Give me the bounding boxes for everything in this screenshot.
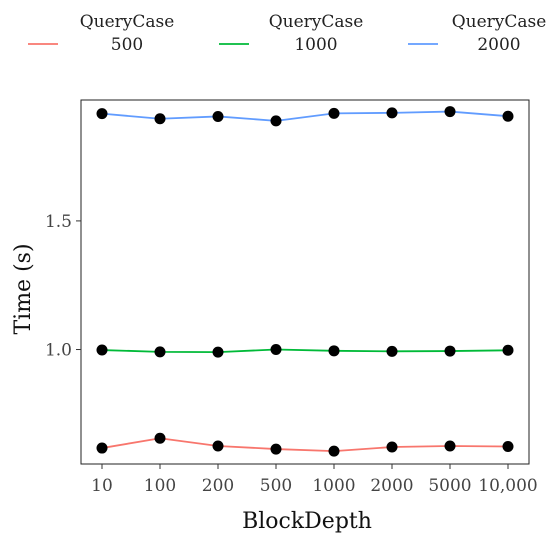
data-point bbox=[386, 107, 398, 119]
data-point bbox=[154, 432, 166, 444]
data-point bbox=[270, 115, 282, 127]
legend-title: QueryCase bbox=[269, 12, 364, 32]
panel-border bbox=[80, 99, 530, 465]
x-tick-label: 2000 bbox=[370, 476, 413, 496]
legend-title: QueryCase bbox=[452, 12, 547, 32]
x-tick-label: 5000 bbox=[428, 476, 471, 496]
series-line-1000 bbox=[101, 348, 509, 353]
data-point bbox=[212, 440, 224, 452]
data-point bbox=[96, 442, 108, 454]
data-point bbox=[502, 344, 514, 356]
data-point bbox=[154, 346, 166, 358]
data-point bbox=[502, 110, 514, 122]
legend-label: 1000 bbox=[294, 35, 337, 55]
plot-area bbox=[96, 106, 514, 457]
y-tick-label: 1.5 bbox=[45, 212, 72, 232]
x-tick-label: 10 bbox=[91, 476, 113, 496]
data-point bbox=[328, 445, 340, 457]
y-axis-title: Time (s) bbox=[11, 243, 36, 334]
y-tick-label: 1.0 bbox=[45, 341, 72, 361]
data-point bbox=[270, 443, 282, 455]
x-tick-label: 10,000 bbox=[478, 476, 537, 496]
data-point bbox=[444, 440, 456, 452]
data-point bbox=[502, 441, 514, 453]
legend-label: 2000 bbox=[477, 35, 520, 55]
legend-title: QueryCase bbox=[80, 12, 175, 32]
data-point bbox=[270, 344, 282, 356]
axes: 1.0 1.5 10 100 200 500 1000 2000 5000 10,000 bbox=[45, 99, 538, 496]
data-point bbox=[212, 346, 224, 358]
x-tick-label: 100 bbox=[144, 476, 176, 496]
x-tick-label: 500 bbox=[260, 476, 292, 496]
data-point bbox=[328, 107, 340, 119]
data-point bbox=[386, 345, 398, 357]
data-point bbox=[444, 345, 456, 357]
x-tick-label: 200 bbox=[202, 476, 234, 496]
x-axis-title: BlockDepth bbox=[242, 509, 372, 534]
data-point bbox=[212, 110, 224, 122]
data-point bbox=[444, 106, 456, 118]
data-point bbox=[328, 345, 340, 357]
data-point bbox=[96, 108, 108, 120]
data-point bbox=[154, 113, 166, 125]
series-line-2000 bbox=[101, 110, 509, 122]
legend: QueryCase 500 QueryCase 1000 QueryCase 2000 bbox=[28, 12, 546, 55]
data-point bbox=[386, 441, 398, 453]
series-line-500 bbox=[101, 437, 509, 453]
x-tick-label: 1000 bbox=[312, 476, 355, 496]
legend-label: 500 bbox=[111, 35, 143, 55]
data-point bbox=[96, 344, 108, 356]
